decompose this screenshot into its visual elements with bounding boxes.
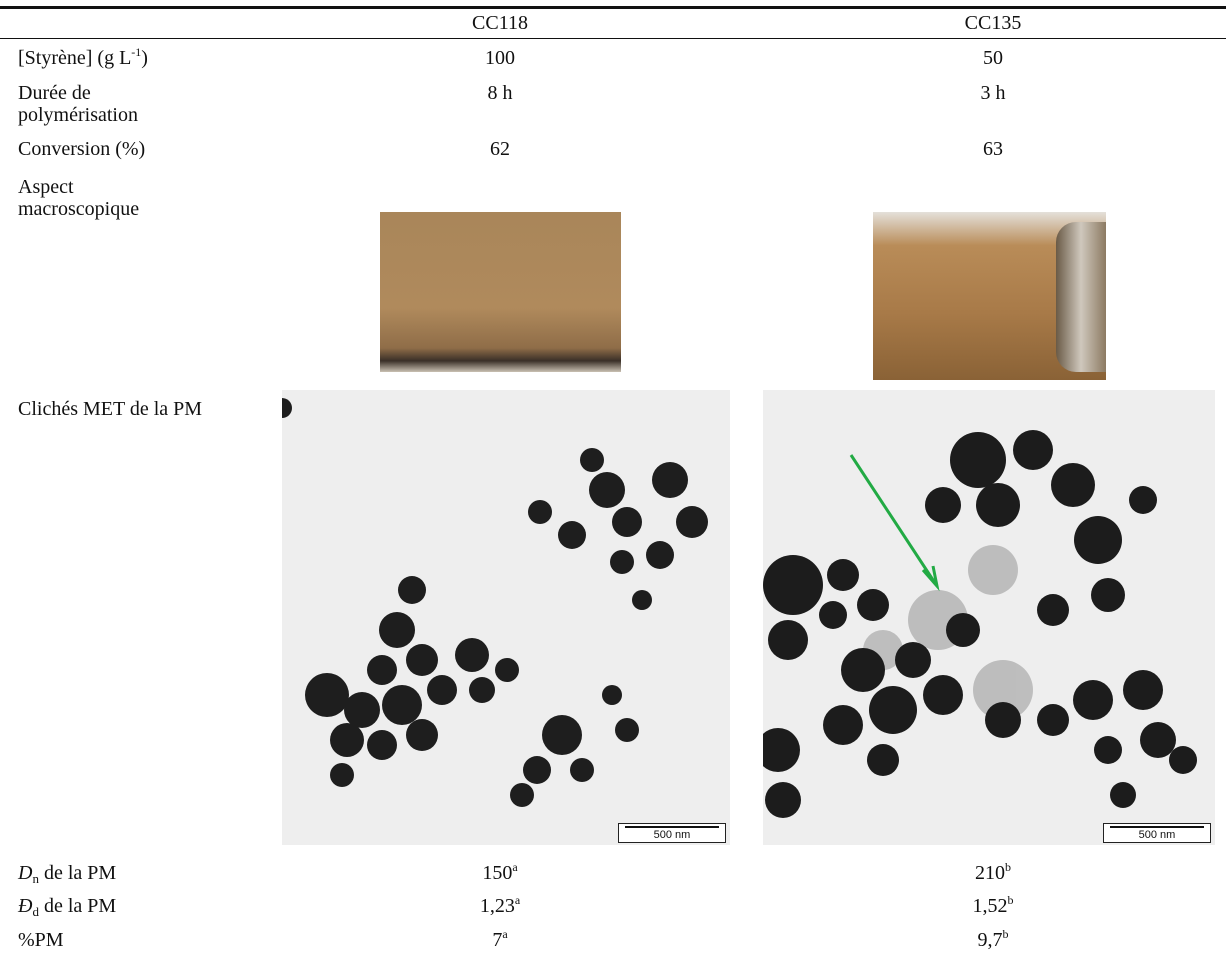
cell: 1,23a (380, 893, 620, 918)
label-text: ) (141, 47, 148, 69)
cell: 3 h (980, 82, 1006, 104)
cell-value: 1,23 (479, 895, 515, 917)
top-rule (0, 6, 1226, 9)
arrow-head (921, 565, 940, 592)
row-label: Conversion (%) (18, 138, 146, 160)
cell: 8 h (487, 82, 513, 104)
row-label: Clichés MET de la PM (18, 398, 203, 420)
cell-value: 210 (975, 862, 1005, 884)
row-label: [Styrène] (g L-1) (18, 45, 148, 69)
label-text: [Styrène] (g L (18, 47, 132, 69)
cell-value: 9,7 (977, 929, 1003, 951)
footnote-mark: b (1005, 860, 1011, 874)
footnote-mark: a (502, 927, 508, 941)
scale-bar: 500 nm (618, 823, 726, 843)
particles (282, 398, 708, 807)
footnote-mark: a (514, 893, 521, 907)
cell-value: 1,52 (972, 895, 1008, 917)
cell: 9,7b (873, 927, 1113, 952)
tem-particles (282, 398, 708, 807)
row-label: %PM (18, 929, 64, 951)
cell: 1,52b (873, 893, 1113, 918)
label-symbol: D (18, 862, 33, 884)
tem-image-cc135: 500 nm (763, 390, 1215, 845)
column-header: CC135 (964, 12, 1022, 34)
small-particles (863, 545, 1033, 720)
tem-particles (763, 430, 1197, 818)
cell: 100 (485, 47, 515, 69)
row-label: Aspect macroscopique (18, 176, 140, 220)
row-label: Dn de la PM (18, 862, 117, 886)
label-symbol: Đ (18, 895, 33, 917)
header-rule (0, 38, 1226, 39)
label-text: de la PM (38, 895, 117, 917)
cell: 7a (380, 927, 620, 952)
footnote-mark: b (1002, 927, 1009, 941)
column-header: CC118 (472, 12, 528, 34)
cell: 63 (983, 138, 1003, 160)
vial-rim (1056, 222, 1106, 372)
photo-cc118 (380, 212, 621, 372)
scale-bar: 500 nm (1103, 823, 1211, 843)
cell: 62 (490, 138, 510, 160)
particles (763, 430, 1197, 818)
scale-label: 500 nm (653, 829, 691, 841)
cell: 50 (983, 47, 1003, 69)
row-label: Durée de polymérisation (18, 82, 138, 126)
cell: 150a (380, 860, 620, 885)
label-sub: n (32, 871, 39, 886)
label-text: de la PM (38, 862, 117, 884)
row-label: Đd de la PM (18, 895, 117, 919)
footnote-mark: a (512, 860, 518, 874)
label-sup: -1 (131, 45, 142, 59)
cell-value: 150 (482, 862, 513, 884)
arrow (849, 454, 937, 584)
photo-cc135 (873, 212, 1106, 380)
label-sub: d (32, 904, 39, 919)
cell: 210b (873, 860, 1113, 885)
tem-image-cc118: 500 nm (282, 390, 730, 845)
scale-label: 500 nm (1138, 829, 1176, 841)
cell-value: 7 (492, 929, 503, 951)
footnote-mark: b (1007, 893, 1014, 907)
